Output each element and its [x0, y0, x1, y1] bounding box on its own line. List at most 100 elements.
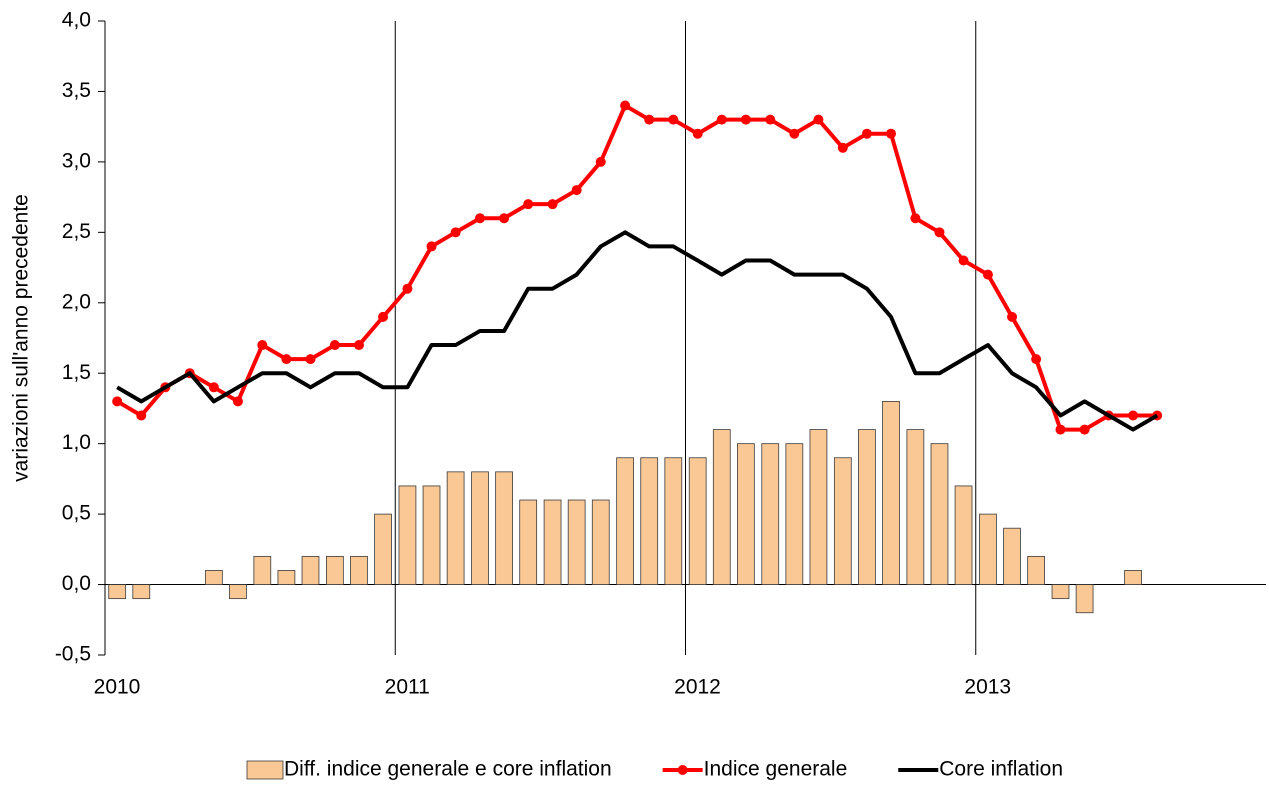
marker — [547, 199, 558, 210]
bar — [471, 471, 489, 585]
bar — [712, 429, 731, 585]
bar — [108, 584, 127, 600]
bar — [253, 555, 272, 585]
x-tick-label: 2011 — [385, 676, 430, 699]
bar — [301, 555, 320, 585]
x-tick-label: 2013 — [964, 676, 1011, 699]
marker — [305, 354, 316, 365]
bar — [882, 400, 900, 585]
marker — [523, 199, 534, 210]
marker — [620, 100, 631, 111]
marker — [885, 128, 896, 139]
marker — [910, 213, 921, 224]
marker — [861, 128, 872, 139]
x-tick-label: 2010 — [94, 676, 141, 699]
y-tick-label: 0,5 — [62, 502, 91, 525]
bar — [1027, 555, 1045, 585]
marker — [426, 241, 437, 252]
marker — [499, 213, 510, 224]
bar — [446, 471, 465, 585]
marker — [571, 185, 582, 196]
bar — [737, 443, 755, 585]
bar — [398, 485, 417, 585]
y-tick-label: 1,0 — [62, 431, 91, 454]
marker — [740, 114, 751, 125]
bar — [858, 429, 876, 585]
marker — [1031, 354, 1042, 365]
marker — [329, 340, 340, 351]
bar — [1051, 584, 1070, 600]
y-tick-label: -0,5 — [55, 643, 91, 666]
bar — [495, 471, 513, 585]
y-tick-label: 2,5 — [62, 220, 91, 243]
marker — [813, 114, 824, 125]
marker — [257, 340, 268, 351]
marker — [353, 340, 364, 351]
bar — [229, 584, 247, 600]
legend-label: Core inflation — [939, 758, 1063, 781]
bar — [664, 457, 683, 585]
legend-swatch — [246, 760, 284, 780]
bar — [567, 499, 586, 585]
y-tick-label: 4,0 — [62, 9, 91, 32]
y-tick-label: 3,0 — [62, 149, 91, 172]
bar — [132, 584, 151, 600]
bar — [1124, 570, 1142, 585]
marker — [450, 227, 461, 238]
bar — [761, 443, 780, 585]
bar — [979, 513, 997, 585]
marker — [595, 156, 606, 167]
bar — [906, 429, 925, 585]
marker — [136, 410, 147, 421]
bar — [809, 429, 828, 585]
bar — [688, 457, 707, 585]
marker — [958, 255, 969, 266]
bar — [350, 555, 368, 585]
bar — [277, 570, 296, 585]
marker — [837, 142, 848, 153]
bar — [204, 570, 223, 585]
marker — [112, 396, 123, 407]
line — [116, 103, 1158, 432]
bar — [543, 499, 562, 585]
y-axis-label: variazioni sull'anno precedente — [10, 194, 33, 482]
marker — [378, 311, 389, 322]
bar — [640, 457, 659, 585]
marker — [1079, 424, 1090, 435]
y-tick-label: 3,5 — [62, 79, 91, 102]
marker — [208, 382, 219, 393]
marker — [692, 128, 703, 139]
marker — [982, 269, 993, 280]
bar — [519, 499, 538, 585]
bar — [326, 555, 344, 585]
y-tick-label: 1,5 — [62, 361, 91, 384]
bar — [374, 513, 392, 585]
bar — [591, 499, 610, 585]
marker — [1007, 311, 1018, 322]
marker — [765, 114, 776, 125]
bar — [833, 457, 852, 585]
legend-label: Diff. indice generale e core inflation — [284, 758, 612, 781]
line — [116, 230, 1159, 432]
marker — [475, 213, 486, 224]
marker — [789, 128, 800, 139]
marker — [644, 114, 655, 125]
marker — [716, 114, 727, 125]
y-tick-label: 0,0 — [62, 572, 91, 595]
marker — [1128, 410, 1139, 421]
bar — [616, 457, 634, 585]
marker — [402, 283, 413, 294]
bar — [785, 443, 804, 585]
bar — [930, 443, 949, 585]
bar — [1075, 584, 1094, 614]
marker — [1055, 424, 1066, 435]
marker — [934, 227, 945, 238]
marker — [232, 396, 243, 407]
marker — [281, 354, 292, 365]
bar — [1003, 527, 1021, 585]
bar — [954, 485, 973, 585]
marker — [668, 114, 679, 125]
x-tick-label: 2012 — [674, 676, 721, 699]
legend-label: Indice generale — [704, 758, 848, 781]
